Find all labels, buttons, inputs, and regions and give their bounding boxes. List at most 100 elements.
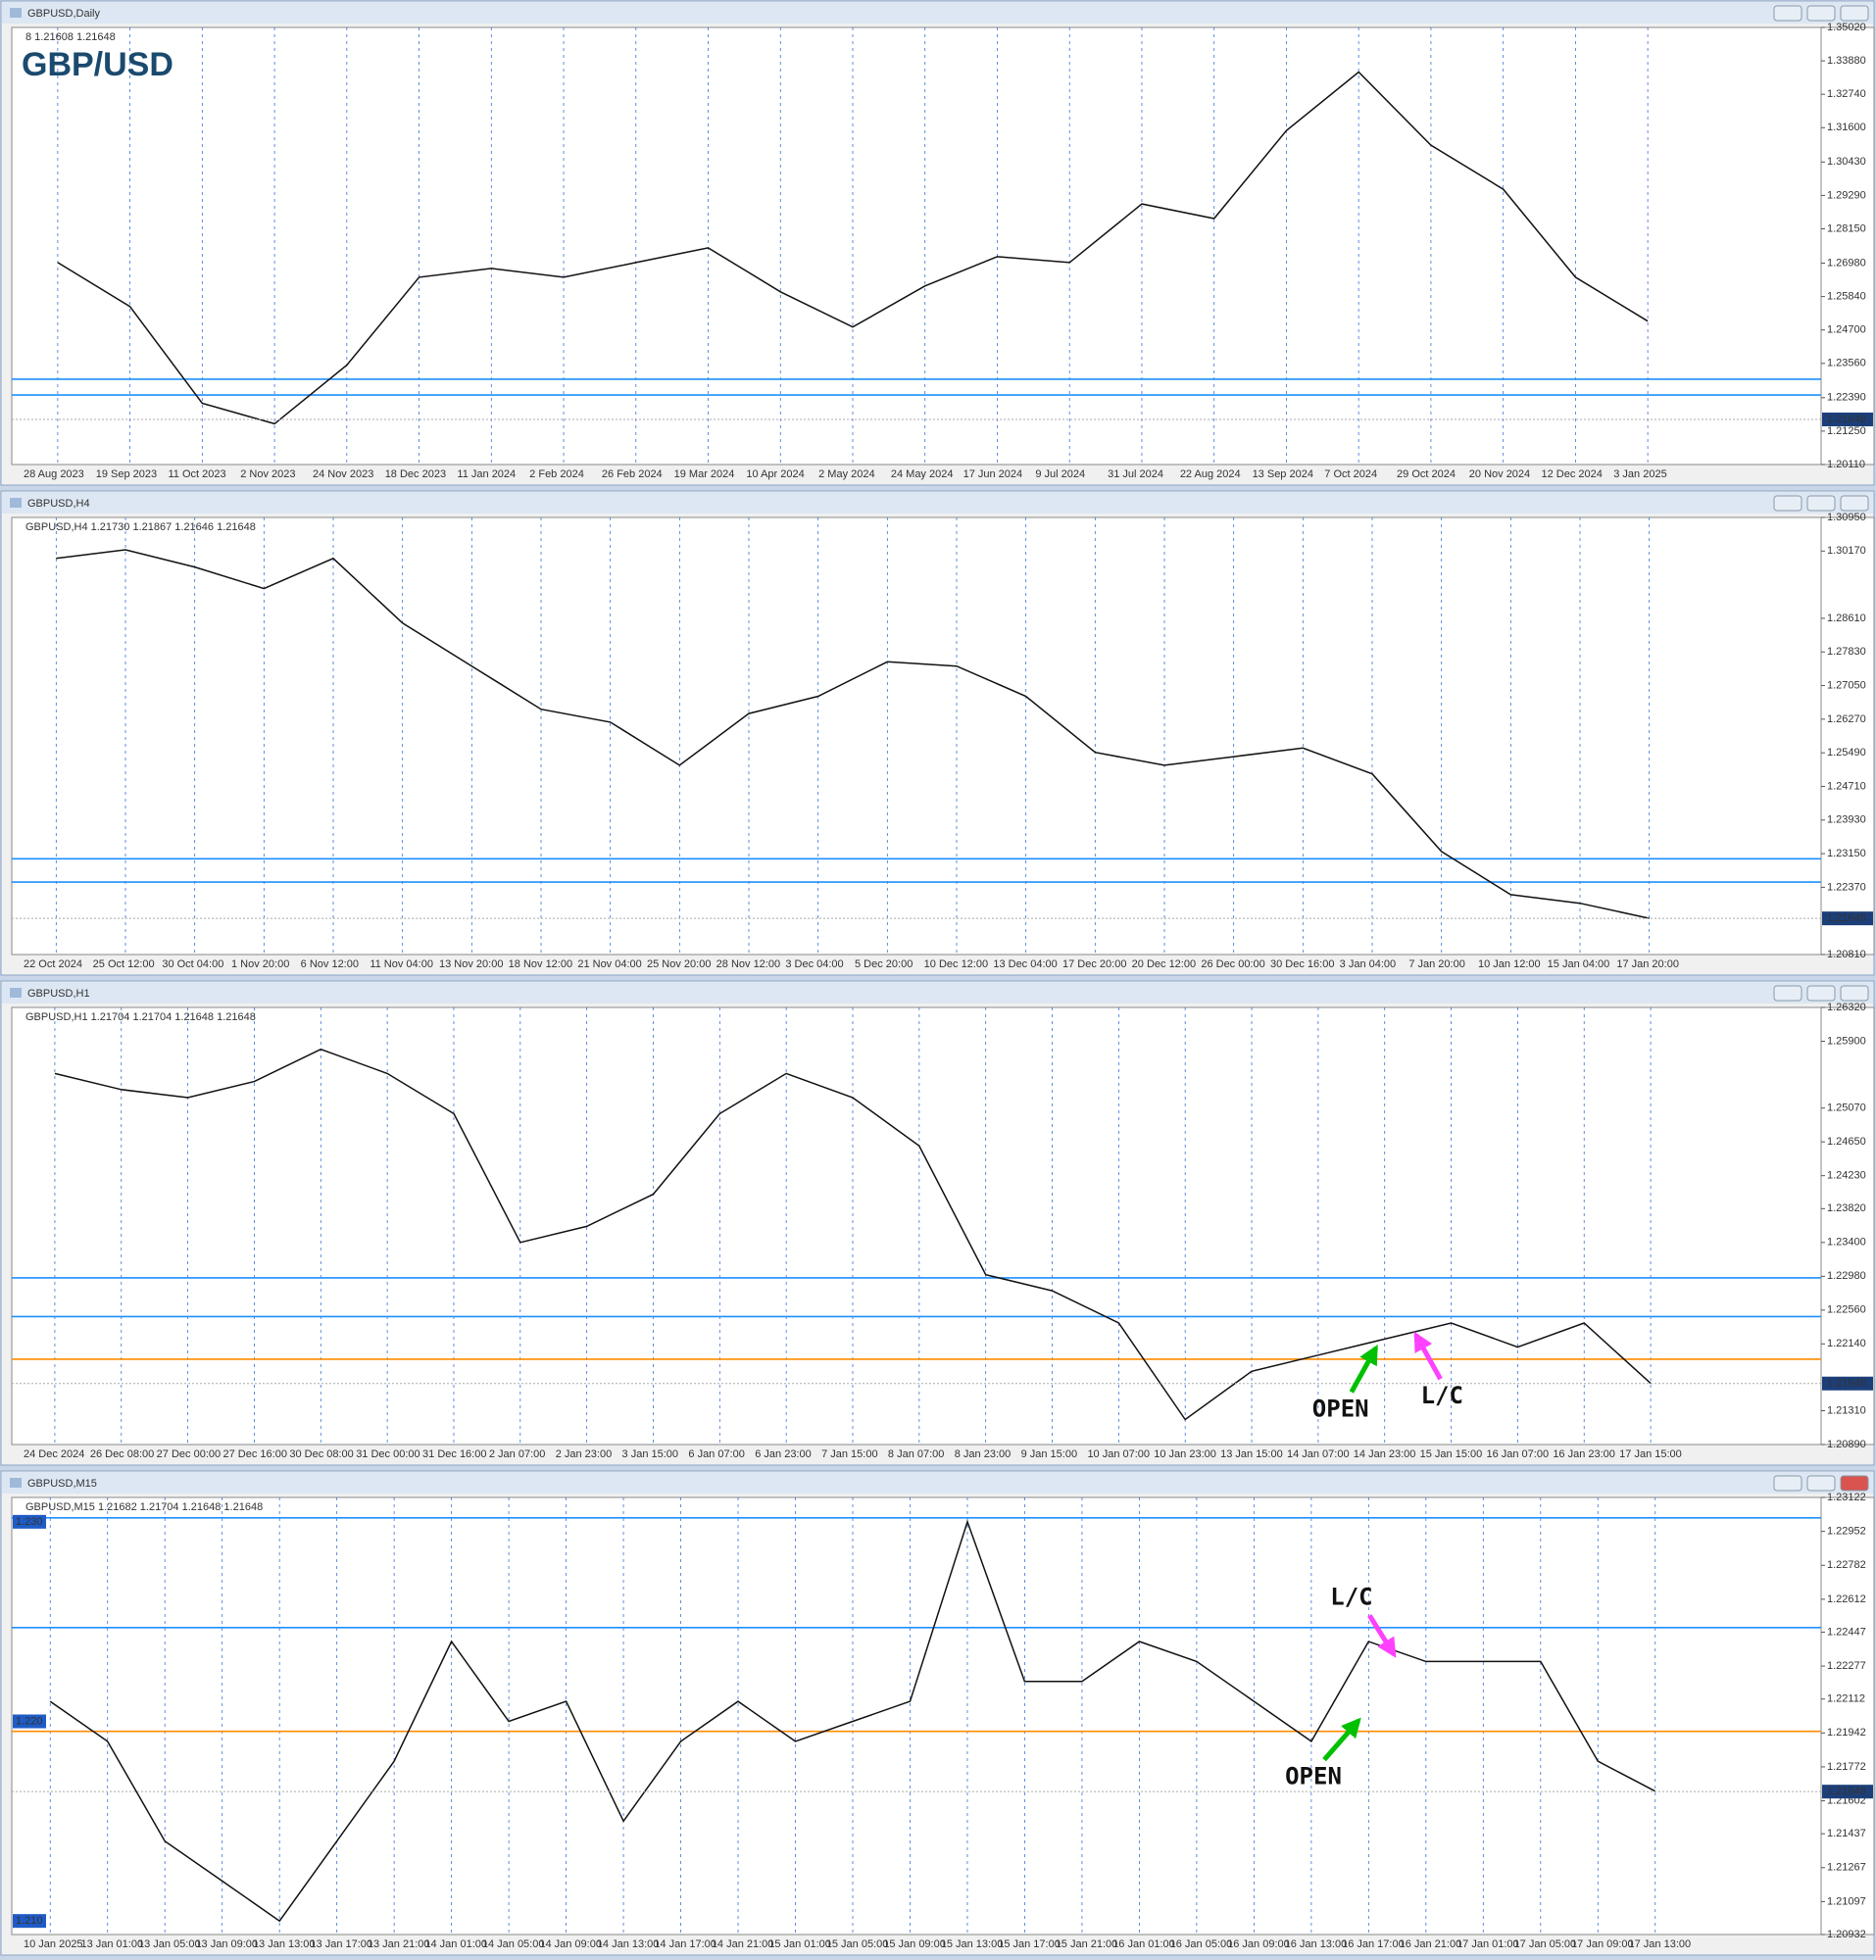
current-price-box xyxy=(1822,412,1873,426)
side-label-box xyxy=(13,1514,46,1529)
time-label: 7 Jan 15:00 xyxy=(821,1448,878,1460)
time-label: 24 Nov 2023 xyxy=(313,468,373,480)
time-label: 2 Feb 2024 xyxy=(529,468,584,480)
annotation-arrow xyxy=(1349,1344,1378,1394)
time-label: 27 Dec 16:00 xyxy=(223,1448,287,1460)
time-label: 25 Oct 12:00 xyxy=(93,958,155,970)
window-icon xyxy=(10,8,22,18)
minimize-button[interactable] xyxy=(1773,5,1802,22)
price-label: 1.20890 xyxy=(1827,1439,1866,1450)
side-label-box xyxy=(13,1914,46,1929)
time-label: 20 Nov 2024 xyxy=(1469,468,1530,480)
time-label: 13 Jan 21:00 xyxy=(368,1938,430,1950)
time-label: 14 Jan 07:00 xyxy=(1287,1448,1350,1460)
price-label: 1.22782 xyxy=(1827,1559,1866,1571)
time-label: 14 Jan 23:00 xyxy=(1354,1448,1416,1460)
price-label: 1.22370 xyxy=(1827,881,1866,893)
time-label: 5 Dec 20:00 xyxy=(855,958,913,970)
time-label: 17 Jun 2024 xyxy=(963,468,1023,480)
side-label: 1.230 xyxy=(16,1516,43,1528)
time-label: 13 Jan 15:00 xyxy=(1220,1448,1283,1460)
time-label: 16 Jan 23:00 xyxy=(1553,1448,1615,1460)
window-title: GBPUSD,H1 xyxy=(27,988,90,1000)
price-label: 1.24230 xyxy=(1827,1170,1866,1182)
time-label: 28 Aug 2023 xyxy=(24,468,84,480)
time-label: 21 Nov 04:00 xyxy=(577,958,641,970)
time-label: 15 Jan 21:00 xyxy=(1056,1938,1118,1950)
price-label: 1.31600 xyxy=(1827,122,1866,133)
price-label: 1.28610 xyxy=(1827,612,1866,624)
time-label: 13 Jan 01:00 xyxy=(80,1938,143,1950)
price-label: 1.26320 xyxy=(1827,1002,1866,1013)
time-label: 10 Apr 2024 xyxy=(746,468,804,480)
price-label: 1.26270 xyxy=(1827,713,1866,725)
time-label: 7 Jan 20:00 xyxy=(1408,958,1465,970)
time-label: 3 Dec 04:00 xyxy=(785,958,843,970)
price-label: 1.29290 xyxy=(1827,189,1866,201)
price-line xyxy=(56,549,1650,919)
price-label: 1.30170 xyxy=(1827,545,1866,557)
window-title: GBPUSD,H4 xyxy=(27,498,90,510)
price-label: 1.23930 xyxy=(1827,814,1866,826)
time-label: 13 Jan 05:00 xyxy=(138,1938,201,1950)
minimize-button[interactable] xyxy=(1773,985,1802,1002)
price-label: 1.21267 xyxy=(1827,1862,1866,1874)
time-label: 13 Sep 2024 xyxy=(1253,468,1313,480)
time-label: 15 Jan 05:00 xyxy=(826,1938,889,1950)
time-label: 15 Jan 09:00 xyxy=(883,1938,946,1950)
time-label: 26 Feb 2024 xyxy=(602,468,663,480)
price-label: 1.23820 xyxy=(1827,1202,1866,1214)
price-label: 1.26980 xyxy=(1827,257,1866,269)
time-label: 6 Jan 23:00 xyxy=(755,1448,812,1460)
maximize-button[interactable] xyxy=(1806,495,1836,512)
time-label: 14 Jan 17:00 xyxy=(654,1938,716,1950)
price-label: 1.24650 xyxy=(1827,1136,1866,1148)
time-label: 19 Sep 2023 xyxy=(96,468,157,480)
title-bar xyxy=(2,1472,1873,1494)
time-label: 16 Jan 21:00 xyxy=(1400,1938,1462,1950)
price-label: 1.21250 xyxy=(1827,425,1866,437)
window-icon xyxy=(10,498,22,508)
price-label: 1.27830 xyxy=(1827,646,1866,658)
time-label: 16 Jan 07:00 xyxy=(1486,1448,1549,1460)
time-label: 10 Jan 07:00 xyxy=(1087,1448,1150,1460)
maximize-button[interactable] xyxy=(1806,985,1836,1002)
current-price-box xyxy=(1822,1376,1873,1391)
price-axis xyxy=(1820,516,1875,956)
maximize-button[interactable] xyxy=(1806,5,1836,22)
annotation: L/C xyxy=(1421,1382,1463,1409)
time-label: 15 Jan 17:00 xyxy=(998,1938,1061,1950)
time-label: 26 Dec 08:00 xyxy=(90,1448,154,1460)
chart-area xyxy=(11,516,1822,956)
time-label: 1 Nov 20:00 xyxy=(231,958,289,970)
price-label: 1.28150 xyxy=(1827,222,1866,234)
minimize-button[interactable] xyxy=(1773,495,1802,512)
time-label: 3 Jan 2025 xyxy=(1613,468,1666,480)
close-button[interactable] xyxy=(1840,5,1869,22)
time-label: 13 Jan 09:00 xyxy=(195,1938,258,1950)
price-label: 1.23150 xyxy=(1827,848,1866,859)
time-label: 30 Dec 16:00 xyxy=(1270,958,1334,970)
time-label: 16 Jan 13:00 xyxy=(1285,1938,1348,1950)
current-price-label: 1.21648 xyxy=(1827,414,1866,425)
close-button[interactable] xyxy=(1840,495,1869,512)
chart-area xyxy=(11,1496,1822,1936)
price-label: 1.22277 xyxy=(1827,1660,1866,1672)
time-label: 30 Oct 04:00 xyxy=(162,958,223,970)
window-title: GBPUSD,M15 xyxy=(27,1478,97,1490)
price-label: 1.22980 xyxy=(1827,1270,1866,1282)
close-button[interactable] xyxy=(1840,1475,1869,1492)
time-label: 31 Dec 16:00 xyxy=(422,1448,486,1460)
price-label: 1.30430 xyxy=(1827,156,1866,168)
price-label: 1.21772 xyxy=(1827,1761,1866,1773)
minimize-button[interactable] xyxy=(1773,1475,1802,1492)
time-label: 18 Nov 12:00 xyxy=(509,958,572,970)
close-button[interactable] xyxy=(1840,985,1869,1002)
price-axis xyxy=(1820,1496,1875,1936)
price-label: 1.25840 xyxy=(1827,291,1866,303)
maximize-button[interactable] xyxy=(1806,1475,1836,1492)
time-label: 7 Oct 2024 xyxy=(1324,468,1377,480)
annotation-arrow xyxy=(1413,1331,1443,1381)
price-label: 1.20932 xyxy=(1827,1929,1866,1940)
annotation: OPEN xyxy=(1285,1763,1342,1790)
